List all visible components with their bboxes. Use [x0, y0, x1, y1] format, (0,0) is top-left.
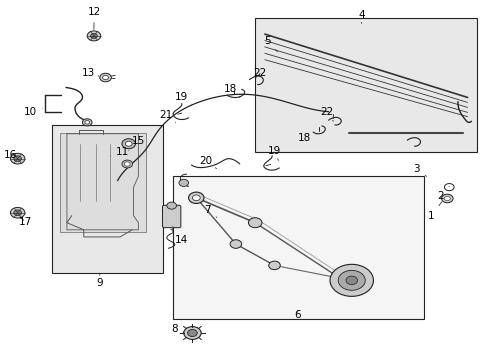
Text: 15: 15 [128, 136, 145, 151]
Circle shape [102, 75, 108, 80]
Bar [173, 176, 423, 319]
Text: 16: 16 [3, 150, 17, 160]
Circle shape [338, 270, 365, 290]
Text: 10: 10 [24, 107, 42, 117]
Text: 18: 18 [223, 84, 239, 98]
Text: 3: 3 [413, 163, 426, 176]
Text: 8: 8 [170, 324, 183, 334]
Circle shape [90, 33, 97, 39]
Text: 14: 14 [170, 229, 188, 245]
Circle shape [192, 195, 200, 201]
Text: 9: 9 [96, 273, 103, 288]
Circle shape [14, 210, 21, 216]
Text: 4: 4 [357, 9, 364, 23]
Circle shape [188, 192, 203, 203]
Circle shape [183, 327, 201, 339]
Circle shape [82, 119, 92, 126]
Circle shape [100, 73, 111, 82]
Text: 21: 21 [159, 110, 175, 122]
Text: 20: 20 [199, 157, 216, 168]
Circle shape [179, 179, 188, 186]
Circle shape [10, 207, 25, 218]
Text: 12: 12 [87, 7, 101, 30]
Circle shape [187, 329, 197, 337]
Circle shape [14, 156, 21, 162]
Circle shape [166, 202, 176, 209]
Circle shape [441, 194, 452, 203]
Circle shape [10, 153, 25, 164]
Circle shape [122, 139, 135, 149]
Text: 11: 11 [110, 147, 129, 157]
FancyBboxPatch shape [162, 205, 181, 228]
Circle shape [84, 121, 89, 124]
Text: 1: 1 [427, 202, 441, 221]
Text: 22: 22 [319, 107, 333, 121]
Text: 17: 17 [19, 217, 32, 227]
Text: 5: 5 [264, 36, 277, 52]
Text: 22: 22 [253, 68, 266, 77]
Circle shape [248, 218, 262, 228]
Circle shape [329, 264, 373, 296]
Circle shape [345, 276, 357, 285]
Text: 18: 18 [297, 133, 316, 143]
Text: 7: 7 [204, 205, 216, 217]
Text: 19: 19 [175, 93, 191, 105]
Circle shape [87, 31, 101, 41]
Circle shape [124, 162, 130, 166]
Bar [60, 133, 145, 232]
Text: 19: 19 [267, 146, 281, 161]
Bar [52, 125, 163, 273]
Text: 13: 13 [82, 68, 99, 77]
Circle shape [268, 261, 280, 270]
Circle shape [122, 160, 132, 168]
Text: 2: 2 [437, 186, 448, 201]
Bar [255, 18, 476, 152]
Circle shape [444, 196, 449, 201]
Circle shape [125, 141, 132, 146]
Text: 6: 6 [294, 310, 301, 320]
Circle shape [230, 240, 241, 248]
